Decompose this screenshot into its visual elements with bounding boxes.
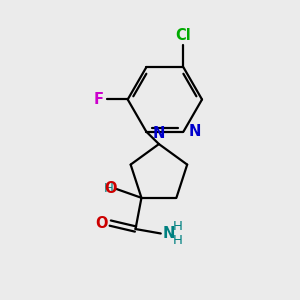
Text: F: F [93,92,103,107]
Text: N: N [189,124,201,139]
Text: N: N [162,226,175,241]
Text: H: H [173,220,183,233]
Text: H: H [104,182,114,195]
Text: O: O [95,216,107,231]
Text: Cl: Cl [176,28,191,43]
Text: H: H [173,233,183,247]
Text: N: N [153,126,165,141]
Text: O: O [104,182,117,196]
